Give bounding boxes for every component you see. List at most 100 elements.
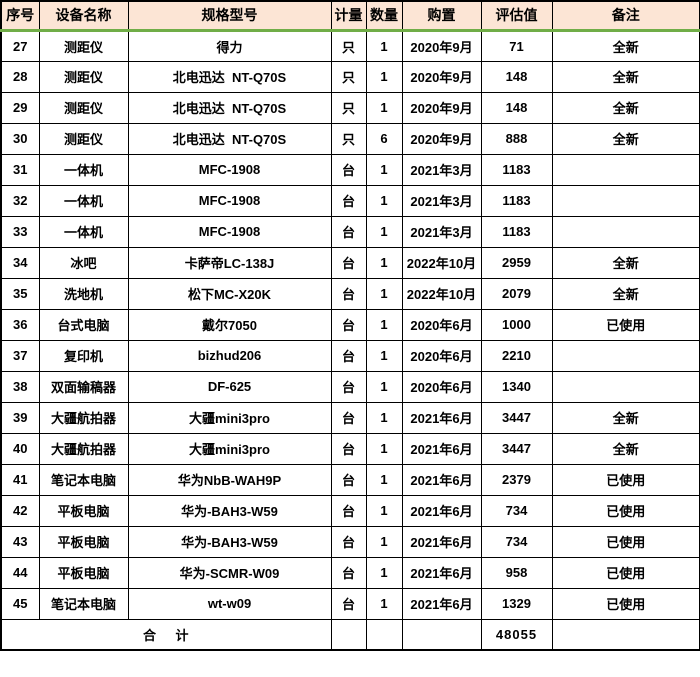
cell-unit: 台	[330, 525, 367, 558]
cell-note	[551, 153, 700, 186]
cell-unit: 只	[330, 60, 367, 93]
cell-value: 2210	[480, 339, 553, 372]
cell-model: MFC-1908	[127, 215, 332, 248]
cell-unit: 台	[330, 432, 367, 465]
total-purchase-cell	[401, 618, 482, 651]
cell-index: 40	[0, 432, 40, 465]
cell-value: 1183	[480, 184, 553, 217]
cell-qty: 1	[365, 29, 403, 62]
cell-value: 3447	[480, 432, 553, 465]
cell-purchase: 2021年3月	[401, 184, 482, 217]
cell-purchase: 2021年6月	[401, 525, 482, 558]
table-row: 34 冰吧 卡萨帝LC-138J 台 1 2022年10月 2959 全新	[0, 246, 700, 279]
cell-note: 已使用	[551, 587, 700, 620]
cell-qty: 1	[365, 184, 403, 217]
table-row: 30 测距仪 北电迅达 NT-Q70S 只 6 2020年9月 888 全新	[0, 122, 700, 155]
cell-index: 29	[0, 91, 40, 124]
table-row: 31 一体机 MFC-1908 台 1 2021年3月 1183	[0, 153, 700, 186]
col-header-qty: 数量	[365, 0, 403, 32]
cell-purchase: 2021年6月	[401, 463, 482, 496]
cell-index: 30	[0, 122, 40, 155]
cell-qty: 1	[365, 277, 403, 310]
cell-qty: 1	[365, 463, 403, 496]
cell-qty: 1	[365, 153, 403, 186]
cell-qty: 1	[365, 339, 403, 372]
cell-value: 734	[480, 525, 553, 558]
cell-model: 华为-BAH3-W59	[127, 525, 332, 558]
table-row: 36 台式电脑 戴尔7050 台 1 2020年6月 1000 已使用	[0, 308, 700, 341]
cell-unit: 台	[330, 153, 367, 186]
table-body: 27 测距仪 得力只 1 2020年9月 71 全新 28 测距仪 北电迅达 NT-Q70S 只 1 2…	[0, 29, 700, 620]
cell-model: MFC-1908	[127, 153, 332, 186]
cell-note: 全新	[551, 246, 700, 279]
cell-qty: 1	[365, 60, 403, 93]
cell-qty: 1	[365, 556, 403, 589]
table-row: 43 平板电脑 华为-BAH3-W59 台 1 2021年6月 734 已使用	[0, 525, 700, 558]
cell-index: 44	[0, 556, 40, 589]
cell-purchase: 2021年6月	[401, 432, 482, 465]
cell-unit: 台	[330, 401, 367, 434]
cell-name: 测距仪	[38, 122, 129, 155]
cell-note	[551, 339, 700, 372]
cell-qty: 1	[365, 308, 403, 341]
col-header-index: 序号	[0, 0, 40, 32]
cell-model: 松下MC-X20K	[127, 277, 332, 310]
cell-index: 45	[0, 587, 40, 620]
cell-purchase: 2022年10月	[401, 246, 482, 279]
table-row: 39 大疆航拍器 大疆mini3pro 台 1 2021年6月 3447 全新	[0, 401, 700, 434]
cell-note: 已使用	[551, 494, 700, 527]
cell-model: 北电迅达 NT-Q70S	[127, 60, 332, 93]
cell-purchase: 2021年6月	[401, 587, 482, 620]
cell-purchase: 2021年3月	[401, 153, 482, 186]
cell-name: 笔记本电脑	[38, 463, 129, 496]
cell-value: 2959	[480, 246, 553, 279]
cell-index: 33	[0, 215, 40, 248]
cell-value: 2079	[480, 277, 553, 310]
cell-model: 大疆mini3pro	[127, 432, 332, 465]
cell-index: 38	[0, 370, 40, 403]
cell-model: DF-625	[127, 370, 332, 403]
cell-unit: 台	[330, 277, 367, 310]
cell-unit: 只	[330, 122, 367, 155]
cell-unit: 台	[330, 184, 367, 217]
cell-index: 41	[0, 463, 40, 496]
cell-purchase: 2020年9月	[401, 122, 482, 155]
cell-name: 大疆航拍器	[38, 432, 129, 465]
cell-purchase: 2020年9月	[401, 29, 482, 62]
cell-note: 全新	[551, 122, 700, 155]
cell-name: 洗地机	[38, 277, 129, 310]
total-qty-cell	[365, 618, 403, 651]
cell-purchase: 2022年10月	[401, 277, 482, 310]
cell-unit: 台	[330, 246, 367, 279]
table-row: 38 双面输稿器 DF-625 台 1 2020年6月 1340	[0, 370, 700, 403]
total-note-cell	[551, 618, 700, 651]
col-header-name: 设备名称	[38, 0, 129, 32]
header-row: 序号 设备名称 规格型号 计量 数量 购置 评估值 备注	[0, 0, 700, 32]
cell-qty: 1	[365, 370, 403, 403]
cell-qty: 6	[365, 122, 403, 155]
total-unit-cell	[330, 618, 367, 651]
cell-purchase: 2020年9月	[401, 91, 482, 124]
cell-name: 一体机	[38, 153, 129, 186]
cell-unit: 台	[330, 370, 367, 403]
cell-purchase: 2020年6月	[401, 339, 482, 372]
cell-index: 31	[0, 153, 40, 186]
cell-unit: 台	[330, 494, 367, 527]
cell-qty: 1	[365, 432, 403, 465]
table-row: 28 测距仪 北电迅达 NT-Q70S 只 1 2020年9月 148 全新	[0, 60, 700, 93]
cell-purchase: 2021年6月	[401, 401, 482, 434]
table-row: 32 一体机 MFC-1908 台 1 2021年3月 1183	[0, 184, 700, 217]
cell-qty: 1	[365, 91, 403, 124]
cell-name: 笔记本电脑	[38, 587, 129, 620]
table-footer: 合 计 48055	[0, 618, 700, 651]
cell-index: 35	[0, 277, 40, 310]
cell-value: 148	[480, 91, 553, 124]
cell-note	[551, 370, 700, 403]
cell-model: bizhud206	[127, 339, 332, 372]
cell-index: 39	[0, 401, 40, 434]
cell-name: 测距仪	[38, 29, 129, 62]
cell-index: 28	[0, 60, 40, 93]
cell-unit: 台	[330, 556, 367, 589]
cell-model: 大疆mini3pro	[127, 401, 332, 434]
cell-note	[551, 184, 700, 217]
